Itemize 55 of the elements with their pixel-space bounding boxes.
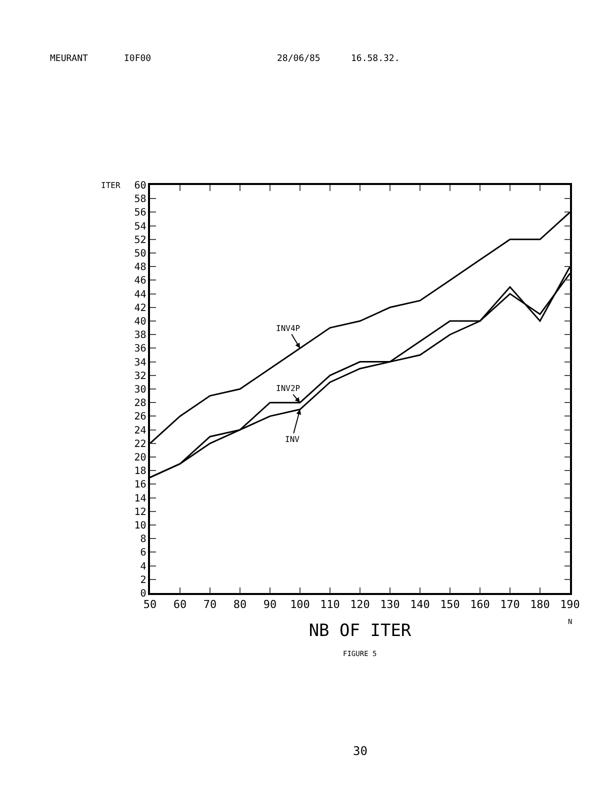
y-axis-title: ITER bbox=[101, 181, 120, 190]
y-tick-label: 56 bbox=[134, 208, 146, 219]
y-tick-label: 30 bbox=[134, 384, 146, 396]
y-tick-label: 22 bbox=[134, 438, 146, 450]
y-tick-label: 34 bbox=[134, 357, 146, 368]
y-tick-label: 16 bbox=[134, 480, 146, 491]
y-tick-label: 44 bbox=[134, 289, 146, 300]
y-tick-label: 58 bbox=[134, 194, 146, 206]
y-tick-label: 14 bbox=[134, 493, 146, 504]
y-tick-label: 6 bbox=[140, 548, 146, 559]
x-tick-label: 60 bbox=[173, 598, 187, 611]
y-tick-label: 8 bbox=[140, 534, 146, 546]
x-tick-label: 110 bbox=[320, 598, 340, 611]
y-tick-label: 18 bbox=[134, 466, 146, 478]
y-tick-label: 38 bbox=[134, 330, 146, 342]
text: 28/06/85 bbox=[277, 54, 320, 64]
series-label: INV4P bbox=[276, 324, 300, 333]
y-tick-label: 32 bbox=[134, 370, 146, 382]
y-tick-label: 60 bbox=[134, 180, 146, 192]
x-tick-label: 180 bbox=[530, 598, 550, 611]
x-tick-label: 160 bbox=[470, 598, 490, 611]
y-tick-label: 4 bbox=[140, 561, 146, 572]
y-tick-label: 54 bbox=[134, 221, 146, 232]
y-tick-label: 36 bbox=[134, 344, 146, 355]
y-tick-label: 12 bbox=[134, 506, 146, 518]
series-label: INV2P bbox=[276, 384, 300, 393]
x-tick-label: 140 bbox=[410, 598, 430, 611]
x-tick-label: 120 bbox=[350, 598, 370, 611]
y-tick-label: 20 bbox=[134, 452, 146, 464]
x-tick-label: 150 bbox=[440, 598, 460, 611]
y-tick-label: 48 bbox=[134, 262, 146, 274]
y-tick-label: 26 bbox=[134, 412, 146, 423]
y-tick-label: 24 bbox=[134, 425, 146, 436]
y-tick-label: 0 bbox=[140, 588, 146, 600]
y-tick-label: 28 bbox=[134, 398, 146, 410]
text: 30 bbox=[353, 744, 368, 758]
text: INV bbox=[285, 435, 300, 444]
y-tick-label: 2 bbox=[140, 574, 146, 586]
y-tick-label: 46 bbox=[134, 276, 146, 287]
x-tick-label: 190 bbox=[560, 598, 580, 611]
x-tick-label: 170 bbox=[500, 598, 520, 611]
y-tick-label: 40 bbox=[134, 316, 146, 328]
y-tick-label: 50 bbox=[134, 248, 146, 260]
text: MEURANT bbox=[50, 54, 89, 64]
x-tick-label: 70 bbox=[203, 598, 217, 611]
x-tick-label: 130 bbox=[380, 598, 400, 611]
y-tick-label: 10 bbox=[134, 520, 146, 532]
text: 16.58.32. bbox=[351, 54, 400, 64]
y-tick-label: 52 bbox=[134, 234, 146, 246]
text: I0F00 bbox=[124, 54, 152, 64]
x-tick-label: 80 bbox=[233, 598, 247, 611]
x-tick-label: 90 bbox=[263, 598, 277, 611]
y-tick-label: 42 bbox=[134, 302, 146, 314]
x-tick-label: 100 bbox=[290, 598, 310, 611]
x-axis-title: NB OF ITER bbox=[308, 620, 412, 641]
